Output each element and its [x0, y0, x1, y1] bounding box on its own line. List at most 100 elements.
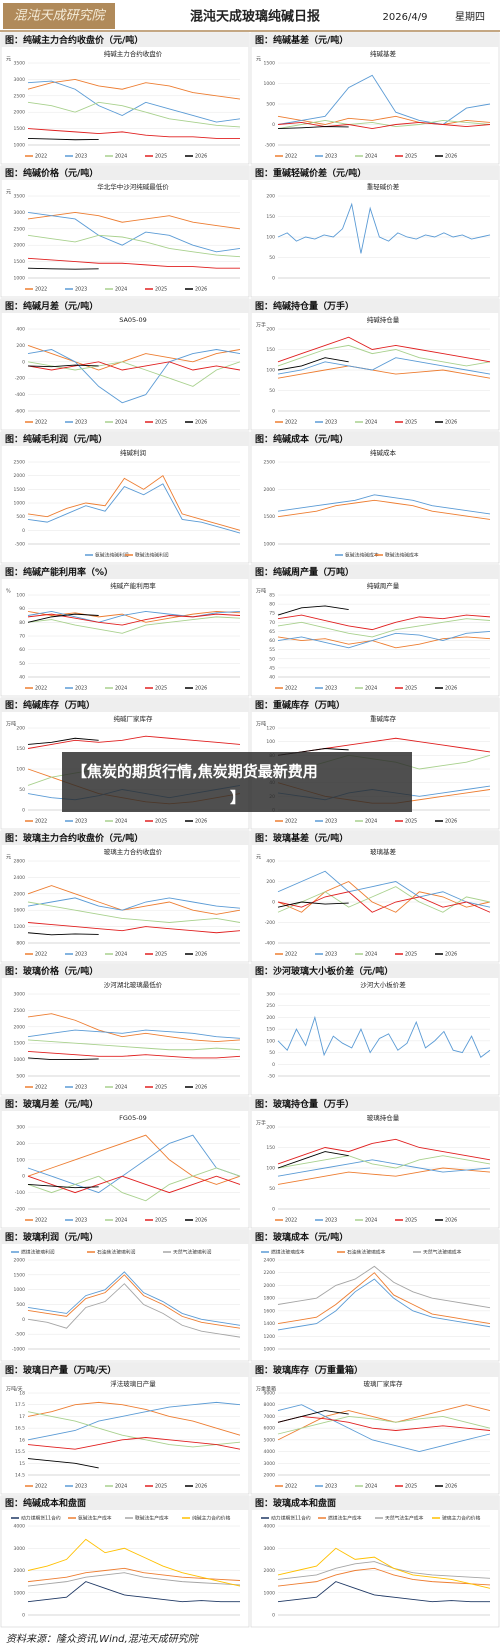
series-line [27, 1039, 241, 1051]
panel-heading: 图：沙河玻璃大小板价差（元/吨） [255, 965, 393, 977]
y-tick-label: 45 [269, 665, 275, 671]
y-tick-label: 2000 [14, 1568, 26, 1574]
legend-label: 2024 [365, 1484, 377, 1490]
legend-label: 2022 [35, 1218, 47, 1224]
chart-title: 华北华中沙河纯碱最低价 [97, 182, 169, 191]
logo-text: 混沌天成研究院 [13, 8, 106, 24]
chart-panel: 图：纯碱月差（元/吨） SA05-09 -600 -400 -200 0 200 400 202… [0, 298, 250, 431]
chart-title: 沙河湖北玻璃最低价 [104, 980, 163, 989]
legend-label: 2025 [405, 1484, 417, 1490]
legend-label: 2026 [445, 420, 457, 426]
y-tick-label: 2000 [14, 243, 26, 249]
series-line [27, 1013, 241, 1043]
y-tick-label: 2200 [264, 1270, 276, 1276]
y-tick-label: 200 [16, 726, 25, 732]
legend-label: 联碱法纯碱利润 [135, 552, 169, 559]
banner-box [62, 752, 412, 812]
y-tick-label: 1500 [264, 61, 276, 67]
legend-label: 2025 [155, 154, 167, 160]
legend-label: 动力煤期货11合约 [21, 1515, 61, 1522]
panel-heading-bar [1, 964, 249, 978]
y-tick-label: 800 [16, 941, 25, 947]
y-tick-label: 100 [266, 235, 275, 241]
y-tick-label: 1500 [14, 1041, 26, 1047]
series-line [27, 922, 241, 934]
y-tick-label: 9000 [264, 1391, 276, 1397]
y-tick-label: 250 [266, 1003, 275, 1009]
legend-label: 2024 [115, 819, 127, 825]
legend-label: 石油焦法玻璃成本 [347, 1249, 386, 1256]
panel-heading-bar [251, 565, 499, 579]
y-tick-label: -600 [15, 409, 25, 415]
legend-label: 联碱法生产成本 [135, 1515, 169, 1522]
legend-label: 2023 [325, 819, 337, 825]
y-tick-label: 1400 [264, 1321, 276, 1327]
panel-heading-bar [1, 1363, 249, 1377]
legend-label: 2023 [75, 686, 87, 692]
chart-title: 沙河大小板价差 [360, 980, 406, 989]
y-tick-label: 1500 [14, 126, 26, 132]
axis-unit: 万吨 [256, 588, 266, 595]
legend-label: 2022 [285, 686, 297, 692]
y-tick-label: 2500 [14, 93, 26, 99]
chart-title: 纯碱成本 [370, 448, 397, 457]
series-line [277, 1547, 491, 1589]
y-tick-label: 1000 [14, 276, 26, 282]
legend-label: 2025 [155, 420, 167, 426]
legend-label: 2022 [35, 819, 47, 825]
chart-panel: 图：纯碱成本和盘面 0 1000 2000 3000 4000 动力煤期货11合约 氨碱法生产… [0, 1495, 250, 1628]
y-tick-label: 2500 [14, 1008, 26, 1014]
series-line [277, 630, 491, 649]
report-title: 混沌天成玻璃纯碱日报 [190, 9, 321, 25]
logo-box [3, 3, 115, 29]
legend-label: 2026 [195, 287, 207, 293]
chart-panel: 图：纯碱成本（元/吨） 纯碱成本 1000 1500 2000 2500 氨碱法纯碱成本 联碱… [250, 431, 500, 564]
y-tick-label: 3000 [14, 992, 26, 998]
y-tick-label: 3000 [14, 1546, 26, 1552]
series-line [27, 101, 241, 128]
panel-heading-bar [1, 1230, 249, 1244]
series-line [27, 344, 241, 371]
legend-label: 2026 [445, 1218, 457, 1224]
series-line [277, 74, 491, 125]
series-line [277, 336, 491, 363]
legend-label: 2026 [195, 952, 207, 958]
panel-heading-bar [251, 1496, 499, 1510]
series-line [277, 605, 349, 616]
axis-unit: 万吨/天 [6, 1386, 23, 1393]
panel-heading: 图：玻璃月差（元/吨） [5, 1098, 98, 1110]
series-line [27, 1567, 241, 1583]
series-line [277, 870, 491, 908]
series-line [277, 494, 491, 515]
legend-label: 燃煤法生产成本 [328, 1515, 362, 1522]
panel-heading: 图：纯碱产能利用率（%） [5, 566, 113, 578]
legend-label: 2025 [155, 1484, 167, 1490]
legend-label: 2023 [75, 819, 87, 825]
series-line [27, 613, 241, 626]
legend-label: 2024 [365, 686, 377, 692]
banner-text: 】 [230, 789, 245, 807]
series-line [277, 1151, 349, 1169]
y-tick-label: 3000 [14, 210, 26, 216]
series-line [27, 267, 99, 270]
y-tick-label: 5000 [264, 1437, 276, 1443]
series-line [27, 1572, 241, 1587]
y-tick-label: 150 [266, 214, 275, 220]
series-line [27, 1401, 241, 1436]
y-tick-label: 200 [266, 194, 275, 200]
legend-label: 2022 [35, 287, 47, 293]
legend-label: 2026 [195, 1085, 207, 1091]
chart-title: 玻璃持仓量 [367, 1113, 400, 1122]
series-line [277, 1410, 349, 1423]
legend-label: 2024 [365, 420, 377, 426]
panel-heading-bar [251, 964, 499, 978]
y-tick-label: 85 [269, 593, 275, 599]
y-tick-label: 2000 [14, 1024, 26, 1030]
legend-label: 2024 [115, 952, 127, 958]
y-tick-label: 300 [266, 992, 275, 998]
legend-label: 2023 [325, 686, 337, 692]
